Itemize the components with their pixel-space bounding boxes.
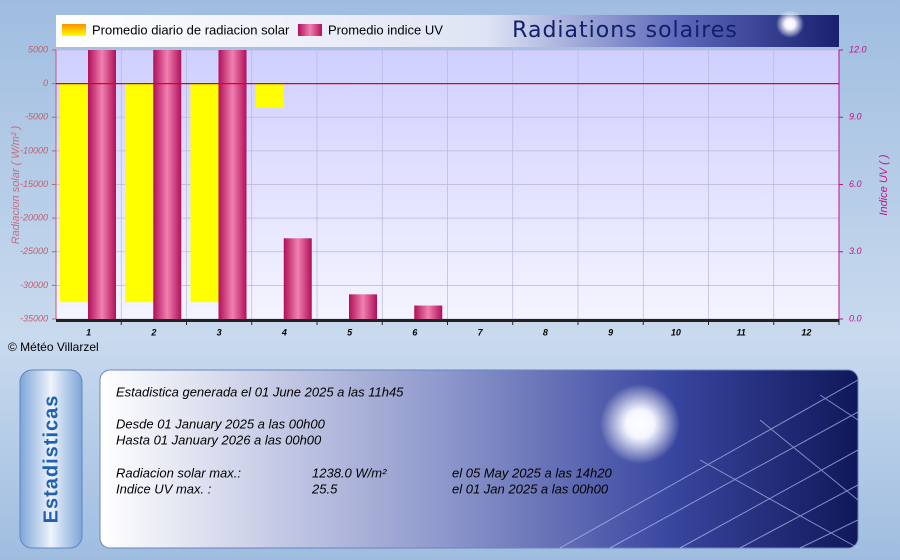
- x-tick-label: 2: [150, 327, 156, 337]
- y-tick-label: -5000: [25, 112, 48, 122]
- plot: -35000 -30000 -25000 -20000 -15000 -10000 -500…: [20, 44, 867, 337]
- x-tick-label: 8: [543, 327, 548, 337]
- stats-line: Hasta 01 January 2026 a las 00h00: [116, 432, 322, 447]
- solar-bar: [190, 83, 219, 303]
- header: [56, 15, 839, 47]
- copyright: © Météo Villarzel: [8, 340, 99, 354]
- stats-date: el 05 May 2025 a las 14h20: [452, 465, 612, 480]
- y-tick-label: -30000: [20, 280, 48, 290]
- solar-bar: [60, 83, 88, 303]
- stats-label: Radiacion solar max.:: [116, 465, 241, 480]
- solar-bar: [255, 83, 284, 108]
- x-tick-label: 11: [736, 327, 745, 337]
- side-box: [19, 369, 83, 549]
- y2-tick-label: 6.0: [849, 179, 862, 189]
- sun: [776, 10, 804, 38]
- y-tick-label: 5000: [28, 44, 48, 54]
- side-title: Estadisticas: [40, 395, 62, 524]
- solar-bar: [125, 83, 154, 303]
- sun: [600, 384, 680, 464]
- y-tick-label: -35000: [20, 313, 48, 323]
- stats-text: Estadistica generada el 01 June 2025 a l…: [116, 384, 612, 496]
- stats-line: Estadistica generada el 01 June 2025 a l…: [116, 384, 404, 399]
- x-tick-label: 7: [478, 327, 484, 337]
- uv-bar: [414, 305, 443, 319]
- legend-label: Promedio indice UV: [328, 22, 443, 37]
- chart-title: Radiations solaires: [512, 18, 738, 43]
- legend-swatch: [298, 24, 322, 36]
- stats-date: el 01 Jan 2025 a las 00h00: [452, 481, 609, 496]
- legend-label: Promedio diario de radiacion solar: [92, 22, 290, 37]
- y-tick-label: -25000: [20, 246, 48, 256]
- x-tick-label: 5: [347, 327, 353, 337]
- x-tick-label: 3: [217, 327, 222, 337]
- x-tick-label: 4: [281, 327, 287, 337]
- y-axis-title: Radiacion solar ( W/m² ): [10, 125, 22, 244]
- y2-axis-title: Indice UV ( ): [878, 154, 890, 215]
- uv-bar: [88, 50, 116, 319]
- legend-swatch: [62, 24, 86, 36]
- y-tick-label: -20000: [20, 213, 48, 223]
- stats-value: 25.5: [311, 481, 338, 496]
- bars: [60, 50, 443, 319]
- y-tick-label: -10000: [20, 145, 48, 155]
- y2-tick-label: 12.0: [849, 44, 867, 54]
- x-tick-label: 1: [86, 327, 91, 337]
- x-tick-label: 10: [671, 327, 681, 337]
- y2-tick-label: 0.0: [849, 313, 862, 323]
- stats-label: Indice UV max. :: [116, 481, 212, 496]
- y2-tick-label: 9.0: [849, 112, 862, 122]
- uv-bar: [153, 50, 182, 319]
- x-tick-label: 9: [608, 327, 613, 337]
- x-tick-label: 6: [412, 327, 418, 337]
- y2-tick-label: 3.0: [849, 246, 862, 256]
- x-tick-label: 12: [801, 327, 811, 337]
- stats-line: Desde 01 January 2025 a las 00h00: [116, 416, 326, 431]
- solar-panels: [559, 379, 859, 549]
- y-tick-label: -15000: [20, 179, 48, 189]
- y-tick-label: 0: [43, 78, 48, 88]
- uv-bar: [349, 294, 377, 319]
- uv-bar: [283, 238, 312, 319]
- uv-bar: [218, 50, 247, 319]
- stats-value: 1238.0 W/m²: [312, 465, 387, 480]
